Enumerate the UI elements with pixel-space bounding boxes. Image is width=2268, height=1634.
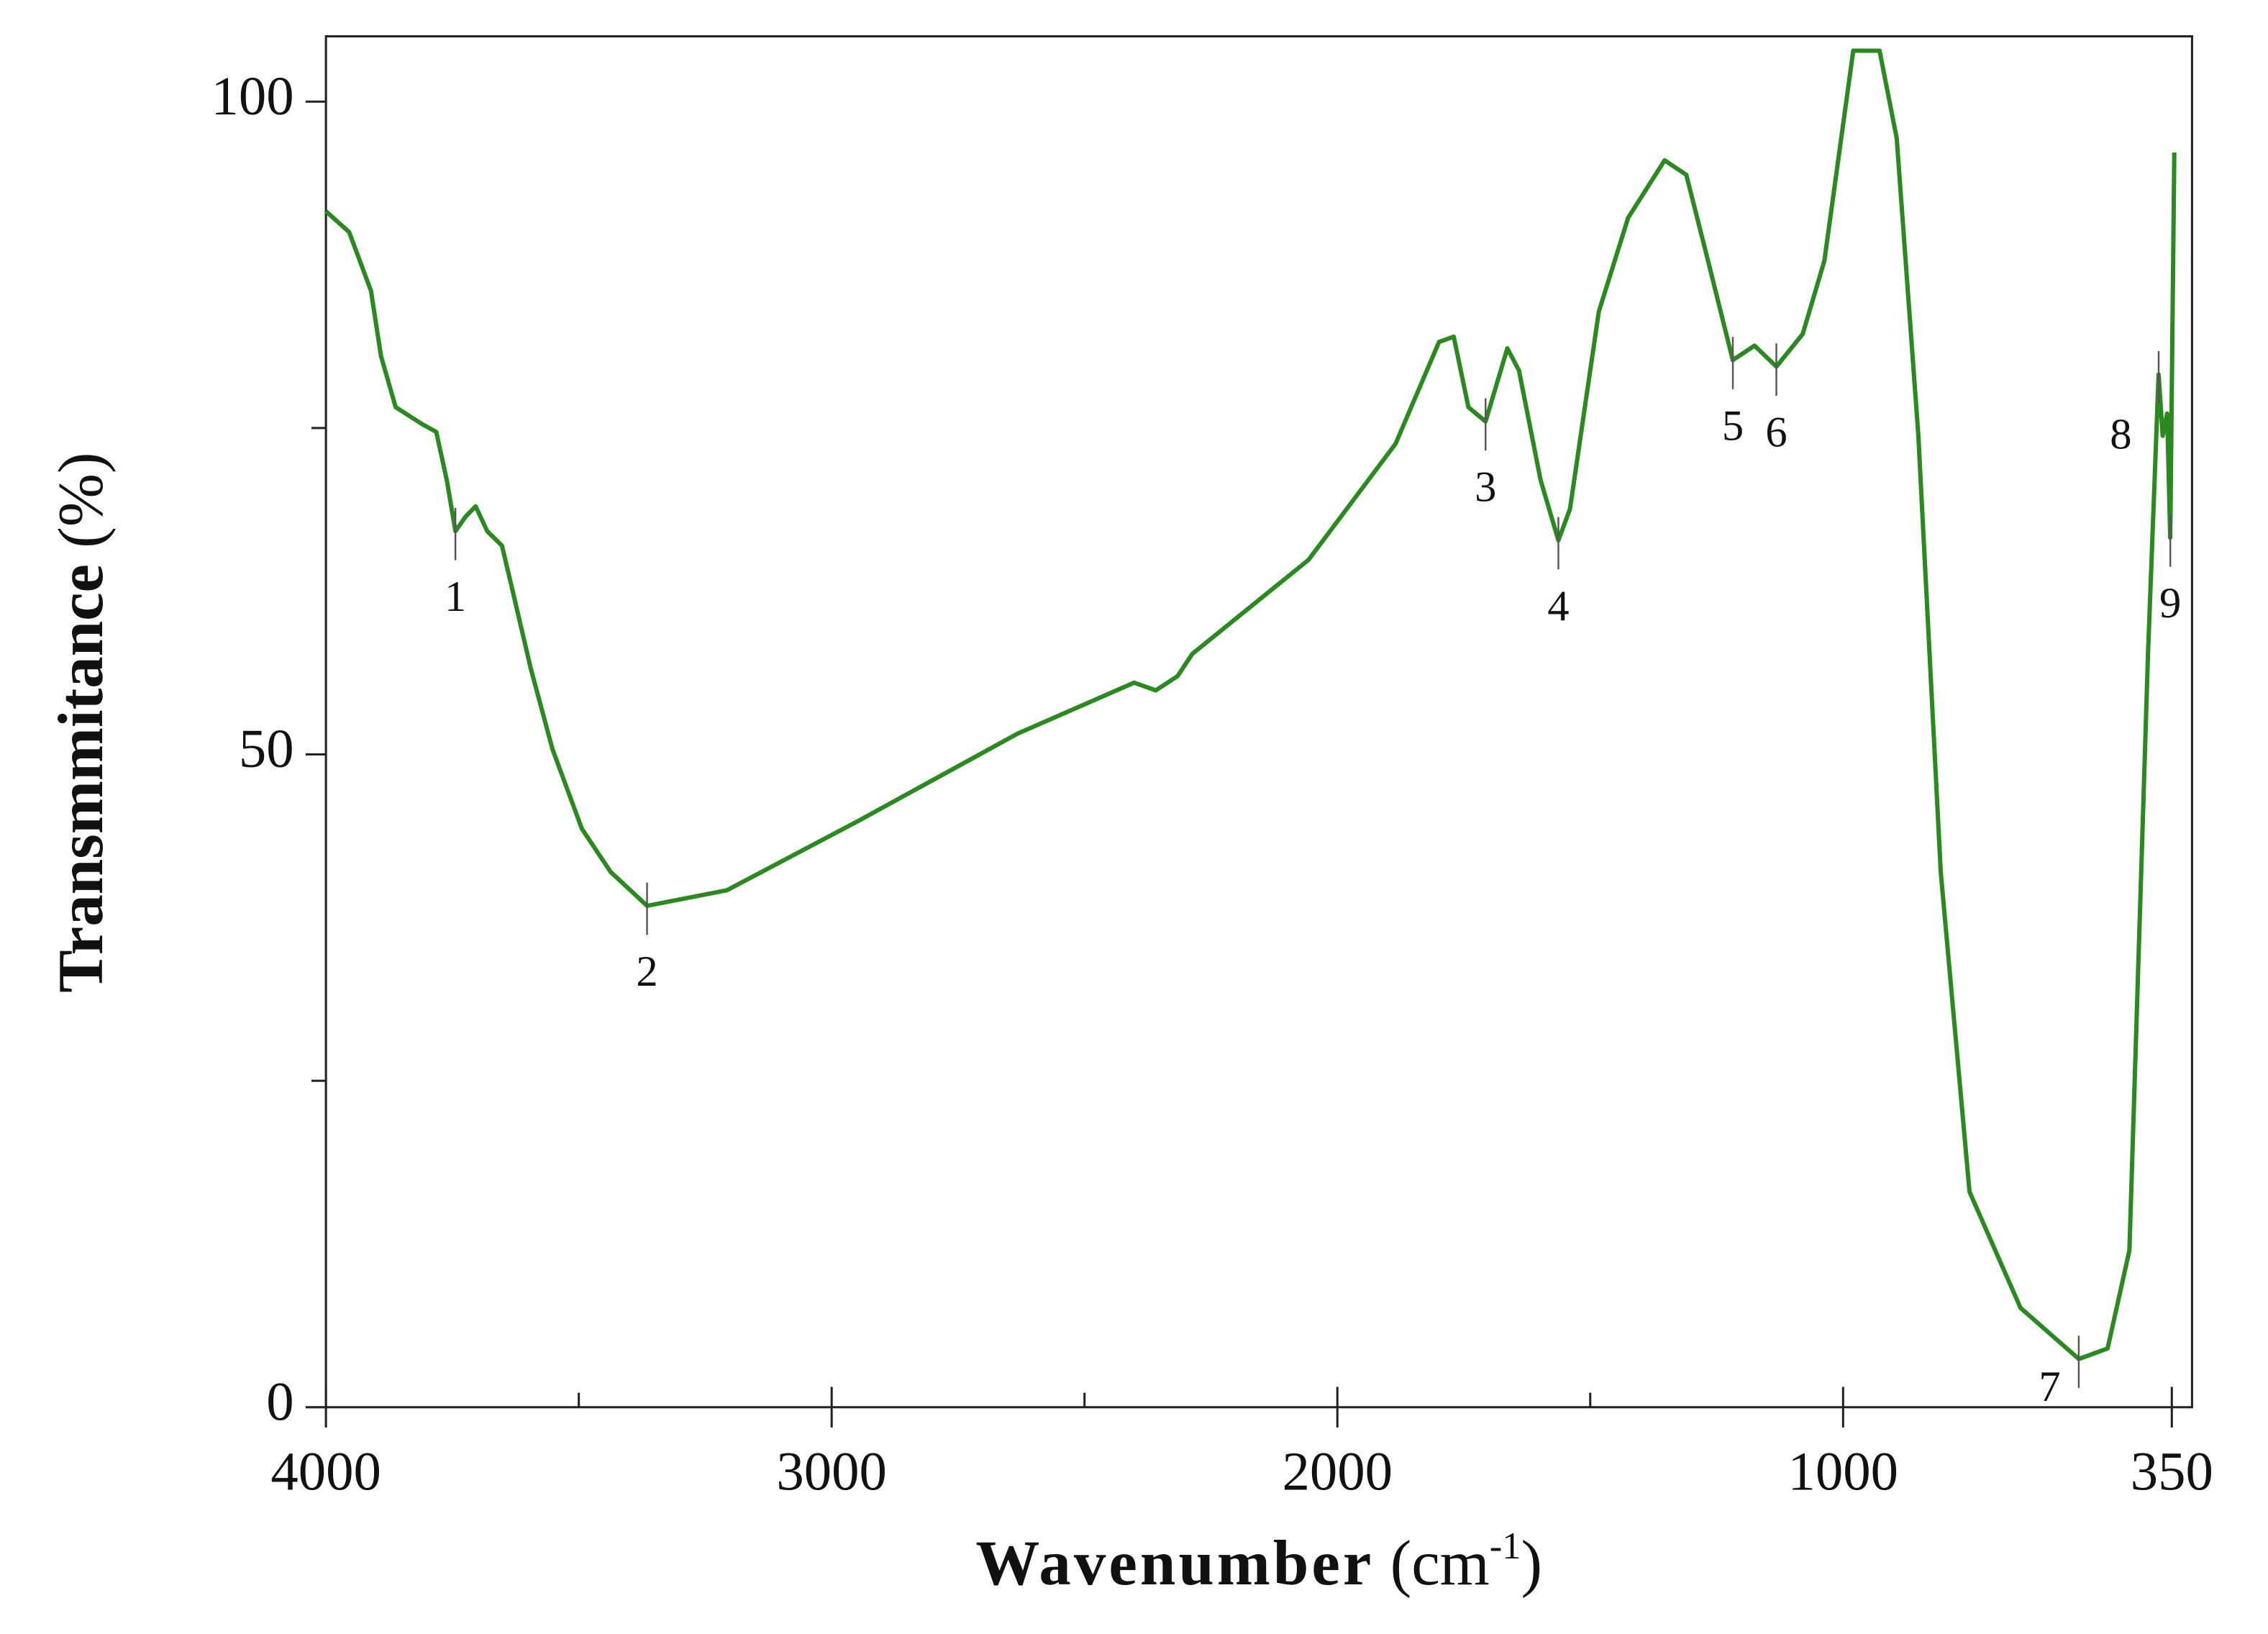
peak-label: 9 [2159, 579, 2181, 627]
y-tick-label: 100 [211, 65, 294, 127]
x-axis-label: Wavenumber (cm-1) [975, 1525, 1542, 1599]
peak-label: 8 [2110, 410, 2131, 458]
y-axis-label: Transmmitance (%) [46, 453, 117, 993]
peak-label: 6 [1765, 408, 1787, 456]
x-tick-label: 4000 [270, 1440, 381, 1502]
x-tick-label: 350 [2131, 1440, 2213, 1502]
peak-label: 4 [1547, 582, 1569, 630]
peak-label: 3 [1475, 463, 1496, 512]
x-label-unit: (cm [1390, 1529, 1490, 1599]
x-label-close: ) [1521, 1529, 1543, 1599]
x-label-main: Wavenumber [975, 1529, 1374, 1599]
x-tick-label: 1000 [1788, 1440, 1899, 1502]
y-tick-label: 50 [239, 718, 294, 779]
spectrum-line [324, 48, 2177, 1361]
plot-frame [324, 35, 2193, 1409]
peak-label: 5 [1722, 401, 1744, 450]
peak-label: 7 [2039, 1363, 2060, 1411]
y-tick-label: 0 [266, 1371, 293, 1432]
peak-label: 1 [445, 573, 466, 621]
x-label-exp: -1 [1490, 1525, 1521, 1567]
peak-label: 2 [636, 948, 657, 996]
y-label-unit: (%) [46, 453, 117, 548]
x-tick-label: 2000 [1282, 1440, 1393, 1502]
y-label-main: Transmmitance [46, 564, 117, 993]
x-tick-label: 3000 [776, 1440, 887, 1502]
